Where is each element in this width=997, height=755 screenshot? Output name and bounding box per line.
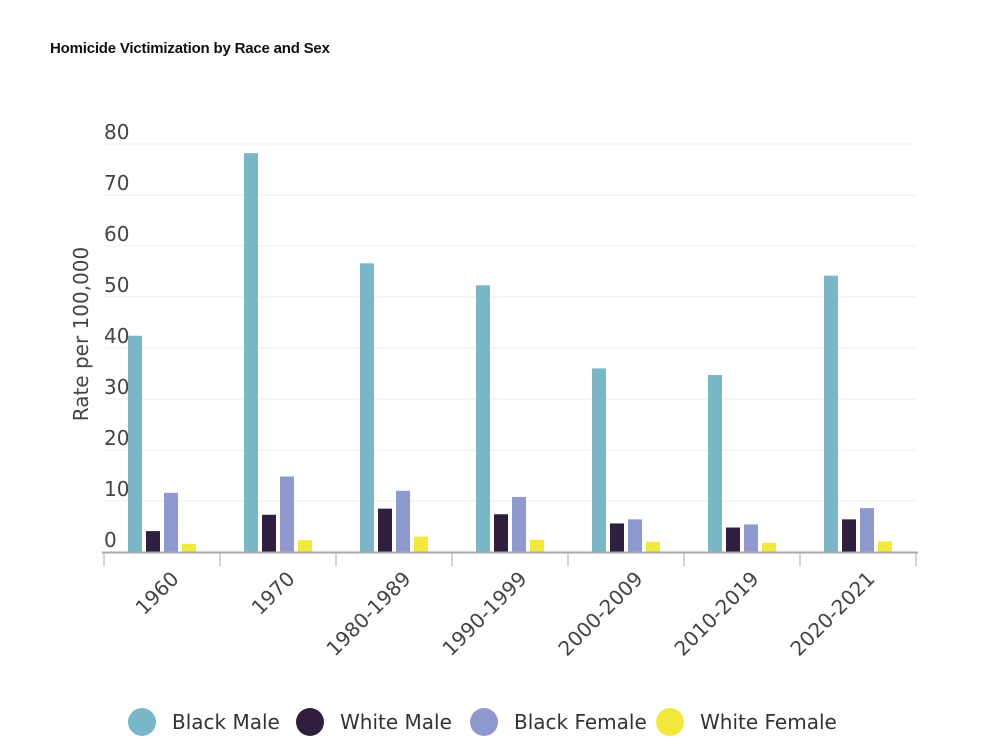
bar-black-female (628, 519, 642, 552)
y-tick-label: 10 (104, 477, 129, 501)
bar-white-male (262, 514, 276, 552)
bar-white-male (610, 523, 624, 552)
bar-white-female (414, 536, 428, 552)
legend-swatch (656, 708, 684, 736)
y-tick-label: 70 (104, 171, 129, 195)
bar-black-male (360, 263, 374, 552)
legend-swatch (128, 708, 156, 736)
chart-title: Homicide Victimization by Race and Sex (50, 40, 330, 57)
bar-white-male (378, 508, 392, 552)
legend-item-black-female[interactable]: Black Female (470, 708, 647, 736)
bar-black-female (860, 508, 874, 552)
bar-black-male (592, 368, 606, 552)
bar-white-female (298, 540, 312, 552)
y-tick-label: 40 (104, 324, 129, 348)
y-tick-label: 50 (104, 273, 129, 297)
y-tick-label: 80 (104, 120, 129, 144)
bars (128, 153, 892, 552)
y-axis-ticks: 0 10 20 30 40 50 60 70 80 (104, 120, 129, 552)
y-tick-label: 20 (104, 426, 129, 450)
legend-item-black-male[interactable]: Black Male (128, 708, 280, 736)
x-tick-label: 2010-2019 (669, 567, 763, 661)
bar-white-male (494, 514, 508, 552)
bar-white-male (842, 519, 856, 552)
legend-label: Black Male (172, 710, 280, 734)
legend: Black Male White Male Black Female White Fe… (0, 700, 997, 746)
x-tick-label: 2000-2009 (553, 567, 647, 661)
bar-black-male (824, 275, 838, 552)
legend-swatch (470, 708, 498, 736)
x-axis (102, 551, 918, 566)
bar-white-female (182, 543, 196, 552)
bar-white-male (146, 531, 160, 552)
bar-white-female (762, 542, 776, 552)
bar-black-female (164, 492, 178, 552)
bar-black-male (476, 285, 490, 552)
y-tick-label: 60 (104, 222, 129, 246)
bar-black-female (512, 496, 526, 552)
y-axis-label: Rate per 100,000 (69, 247, 93, 422)
bar-black-female (744, 524, 758, 552)
bar-black-female (280, 476, 294, 552)
legend-label: Black Female (514, 710, 647, 734)
x-tick-label: 1960 (131, 567, 184, 620)
grid-lines (104, 143, 916, 502)
bar-black-male (708, 375, 722, 552)
bar-black-female (396, 490, 410, 552)
bar-white-male (726, 527, 740, 552)
legend-item-white-male[interactable]: White Male (296, 708, 452, 736)
bar-black-male (128, 335, 142, 552)
x-tick-label: 1970 (247, 567, 300, 620)
x-tick-label: 2020-2021 (785, 567, 879, 661)
legend-label: White Female (700, 710, 837, 734)
bar-white-female (646, 541, 660, 552)
legend-item-white-female[interactable]: White Female (656, 708, 837, 736)
bar-white-female (530, 539, 544, 552)
bar-black-male (244, 153, 258, 552)
x-tick-label: 1980-1989 (321, 567, 415, 661)
bar-white-female (878, 541, 892, 552)
y-tick-label: 0 (104, 528, 117, 552)
y-tick-label: 30 (104, 375, 129, 399)
legend-swatch (296, 708, 324, 736)
legend-label: White Male (340, 710, 452, 734)
x-tick-label: 1990-1999 (437, 567, 531, 661)
x-axis-ticks: 1960 1970 1980-1989 1990-1999 2000-2009 2010-… (131, 567, 880, 661)
